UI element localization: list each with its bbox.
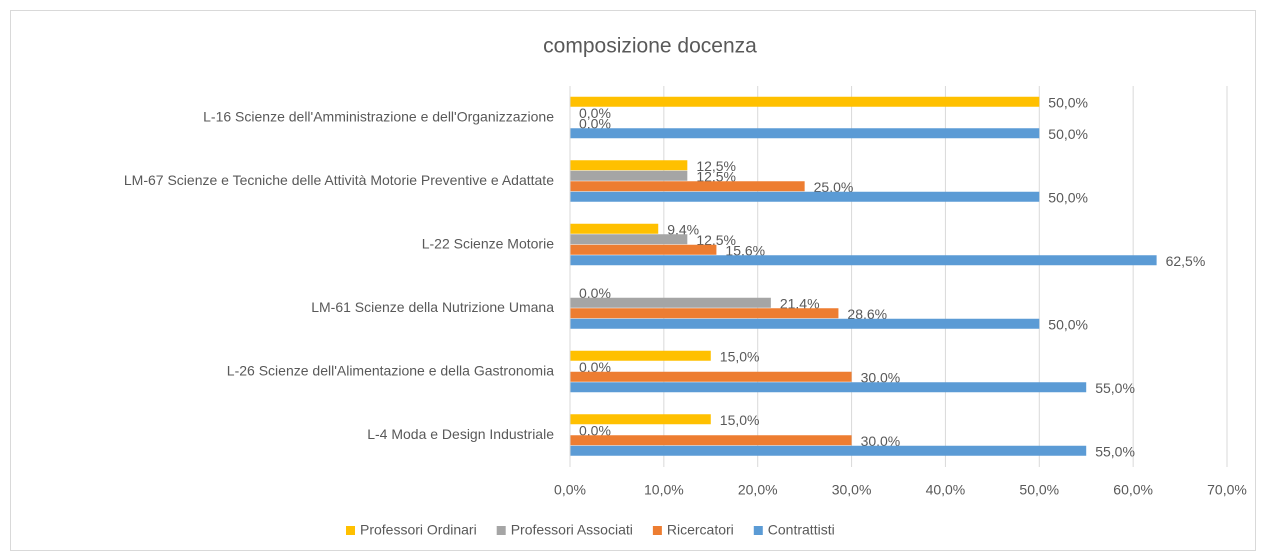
bar — [570, 308, 839, 319]
bar — [570, 160, 688, 171]
x-tick-label: 50,0% — [1019, 482, 1059, 498]
value-label: 12,5% — [696, 232, 736, 248]
bar — [570, 170, 688, 181]
value-label: 50,0% — [1048, 126, 1088, 142]
bar — [570, 445, 1087, 456]
x-tick-label: 20,0% — [738, 482, 778, 498]
x-tick-label: 10,0% — [644, 482, 684, 498]
legend-swatch — [346, 526, 355, 535]
value-label: 50,0% — [1048, 95, 1088, 111]
value-label: 12,5% — [696, 158, 736, 174]
x-tick-label: 0,0% — [554, 482, 586, 498]
legend-swatch — [753, 526, 763, 535]
bar — [570, 191, 1040, 202]
y-tick-label: LM-67 Scienze e Tecniche delle Attività … — [124, 172, 554, 188]
bar — [570, 128, 1040, 139]
bar — [570, 414, 711, 425]
value-label: 28,6% — [847, 306, 887, 322]
y-tick-label: L-4 Moda e Design Industriale — [367, 426, 554, 442]
x-tick-label: 30,0% — [832, 482, 872, 498]
value-label: 9,4% — [667, 222, 699, 238]
value-label: 62,5% — [1166, 253, 1206, 269]
bar — [570, 350, 711, 361]
value-label: 25,0% — [814, 179, 854, 195]
legend-label: Ricercatori — [667, 522, 734, 538]
value-label: 0,0% — [579, 423, 611, 439]
value-label: 0,0% — [579, 105, 611, 121]
bar — [570, 244, 717, 255]
value-label: 0,0% — [579, 359, 611, 375]
bar — [570, 435, 852, 446]
value-label: 50,0% — [1048, 317, 1088, 333]
bar — [570, 382, 1087, 393]
value-label: 21,4% — [780, 296, 820, 312]
y-tick-label: LM-61 Scienze della Nutrizione Umana — [311, 299, 554, 315]
legend-swatch — [652, 526, 662, 535]
value-label: 30,0% — [861, 370, 901, 386]
value-label: 15,0% — [720, 349, 760, 365]
legend-label: Professori Associati — [511, 522, 633, 538]
value-label: 55,0% — [1095, 380, 1135, 396]
y-tick-label: L-22 Scienze Motorie — [422, 235, 555, 251]
y-tick-label: L-26 Scienze dell'Alimentazione e della … — [227, 362, 554, 378]
value-label: 15,0% — [720, 412, 760, 428]
value-label: 0,0% — [579, 116, 611, 132]
y-tick-label: L-16 Scienze dell'Amministrazione e dell… — [203, 108, 554, 124]
bar — [570, 255, 1157, 266]
value-label: 0,0% — [579, 285, 611, 301]
x-tick-label: 60,0% — [1113, 482, 1153, 498]
chart-title: composizione docenza — [543, 35, 757, 58]
value-label: 30,0% — [861, 433, 901, 449]
bar — [570, 96, 1040, 107]
value-label: 55,0% — [1095, 444, 1135, 460]
legend-label: Professori Ordinari — [360, 522, 477, 538]
chart-frame — [10, 10, 1256, 551]
x-tick-label: 40,0% — [926, 482, 966, 498]
value-label: 50,0% — [1048, 190, 1088, 206]
bar — [570, 181, 805, 192]
bar — [570, 297, 771, 308]
legend-swatch — [496, 526, 506, 535]
value-label: 12,5% — [696, 169, 736, 185]
bar — [570, 234, 688, 245]
legend-label: Contrattisti — [768, 522, 835, 538]
bar — [570, 318, 1040, 329]
bar — [570, 223, 659, 234]
x-tick-label: 70,0% — [1207, 482, 1247, 498]
bar — [570, 371, 852, 382]
value-label: 15,6% — [725, 243, 765, 259]
